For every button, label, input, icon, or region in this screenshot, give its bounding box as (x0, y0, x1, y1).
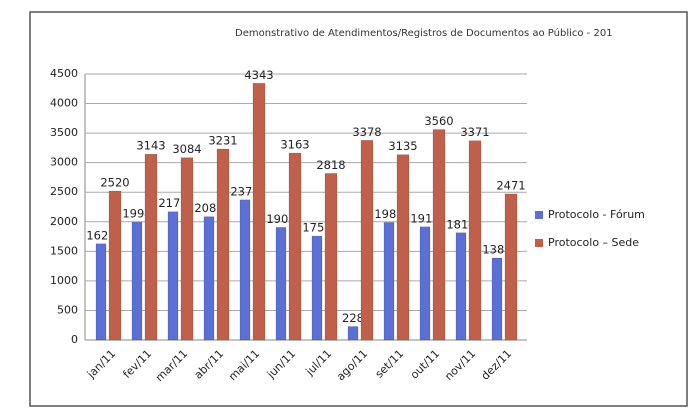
bar (347, 326, 359, 341)
bar (383, 222, 395, 341)
value-label: 3231 (208, 134, 237, 148)
chart-title: Demonstrativo de Atendimentos/Registros … (235, 27, 613, 39)
bar (216, 148, 230, 341)
value-label: 228 (342, 311, 364, 325)
value-label: 3143 (136, 139, 165, 153)
bar (419, 226, 431, 341)
bar (311, 235, 323, 341)
legend-label: Protocolo – Sede (548, 236, 639, 249)
bar (455, 232, 467, 341)
bar (239, 199, 251, 341)
bar (131, 221, 143, 341)
bar (203, 216, 215, 341)
bar (360, 140, 374, 341)
value-label: 1758 (302, 221, 331, 235)
legend-swatch (535, 211, 543, 219)
value-label: 2520 (100, 176, 129, 190)
bar (468, 140, 482, 341)
bar (108, 190, 122, 341)
value-label: 2371 (230, 184, 259, 198)
value-label: 3371 (460, 125, 489, 139)
bar (396, 154, 410, 341)
value-label: 3560 (424, 114, 453, 128)
y-tick-label: 1500 (50, 244, 78, 257)
value-label: 4343 (244, 68, 273, 82)
y-tick-label: 4500 (50, 67, 78, 80)
bar (491, 257, 503, 341)
value-label: 1628 (86, 228, 115, 242)
value-label: 3378 (352, 125, 381, 139)
legend-swatch (535, 239, 543, 247)
bar (288, 152, 302, 341)
y-tick-label: 3000 (50, 156, 78, 169)
value-label: 3135 (388, 139, 417, 153)
bar (180, 157, 194, 341)
y-tick-label: 500 (57, 303, 78, 316)
value-label: 1387 (482, 243, 511, 257)
value-label: 1814 (446, 217, 475, 231)
y-tick-label: 3500 (50, 126, 78, 139)
bar (324, 173, 338, 341)
bar (504, 193, 518, 341)
y-tick-label: 0 (71, 333, 78, 346)
value-label: 2086 (194, 201, 223, 215)
value-label: 1915 (410, 211, 439, 225)
y-tick-label: 2500 (50, 185, 78, 198)
y-tick-label: 1000 (50, 274, 78, 287)
bar (95, 243, 107, 341)
legend-label: Protocolo - Fórum (548, 208, 645, 221)
y-tick-label: 2000 (50, 215, 78, 228)
value-label: 2170 (158, 196, 187, 210)
value-label: 2471 (496, 178, 525, 192)
bar (432, 129, 446, 341)
value-label: 1905 (266, 212, 295, 226)
value-label: 2818 (316, 158, 345, 172)
bar (252, 83, 266, 341)
value-label: 3163 (280, 138, 309, 152)
value-label: 1988 (374, 207, 403, 221)
value-label: 3084 (172, 142, 201, 156)
bar (144, 153, 158, 341)
bar (167, 211, 179, 341)
value-label: 1994 (122, 207, 151, 221)
y-tick-label: 4000 (50, 97, 78, 110)
bar (275, 227, 287, 341)
